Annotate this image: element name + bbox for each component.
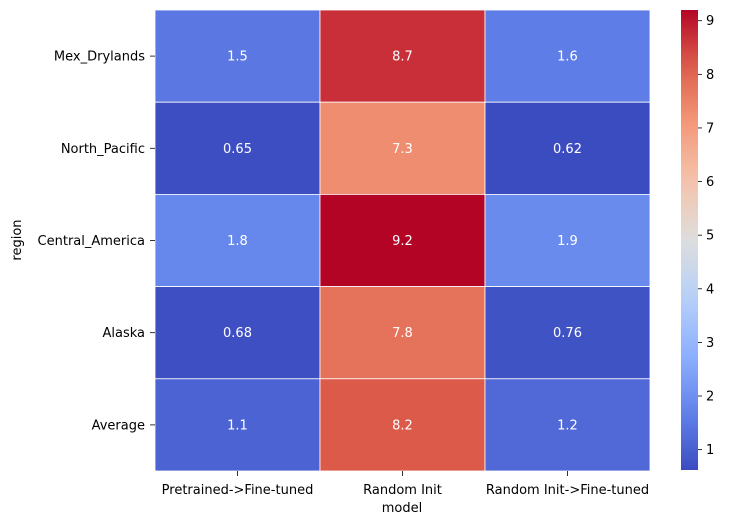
x-tick-label: Random Init bbox=[363, 483, 442, 498]
cell-value-label: 8.2 bbox=[392, 418, 413, 433]
cell-value-label: 0.62 bbox=[553, 142, 582, 157]
y-tick-label: Central_America bbox=[38, 234, 145, 249]
colorbar-tick-label: 6 bbox=[706, 175, 714, 190]
colorbar-tick-label: 8 bbox=[706, 68, 714, 83]
colorbar: 1 2 3 4 5 6 7 8 9 bbox=[681, 10, 714, 470]
heatmap-cell bbox=[319, 101, 486, 195]
x-tick-label: Random Init->Fine-tuned bbox=[486, 483, 649, 498]
heatmap-cell bbox=[154, 193, 321, 287]
x-tick-label: Pretrained->Fine-tuned bbox=[162, 483, 314, 498]
cell-value-label: 9.2 bbox=[392, 234, 413, 249]
heatmap-cell bbox=[319, 378, 486, 472]
heatmap-cell bbox=[319, 193, 486, 287]
heatmap-cells bbox=[154, 9, 651, 472]
cell-value-label: 1.8 bbox=[227, 234, 248, 249]
y-axis: Mex_Drylands North_Pacific Central_America… bbox=[38, 50, 155, 433]
heatmap-cell bbox=[154, 9, 321, 103]
y-tick-label: Mex_Drylands bbox=[54, 50, 145, 65]
cell-value-label: 1.5 bbox=[227, 50, 248, 65]
colorbar-ticks: 1 2 3 4 5 6 7 8 9 bbox=[698, 14, 714, 458]
colorbar-tick-label: 4 bbox=[706, 282, 714, 297]
colorbar-tick-label: 1 bbox=[706, 443, 714, 458]
colorbar-gradient bbox=[681, 10, 698, 470]
heatmap-cell bbox=[484, 9, 651, 103]
x-axis-title: model bbox=[382, 501, 422, 516]
cell-value-label: 8.7 bbox=[392, 50, 413, 65]
colorbar-tick-label: 2 bbox=[706, 390, 714, 405]
y-tick-label: North_Pacific bbox=[61, 142, 145, 157]
cell-value-label: 7.8 bbox=[392, 326, 413, 341]
heatmap-cell bbox=[484, 378, 651, 472]
y-axis-title: region bbox=[10, 219, 25, 260]
heatmap-cell bbox=[154, 286, 321, 380]
cell-value-label: 1.2 bbox=[557, 418, 578, 433]
heatmap-cell bbox=[154, 101, 321, 195]
colorbar-tick-label: 5 bbox=[706, 229, 714, 244]
cell-value-label: 7.3 bbox=[392, 142, 413, 157]
y-tick-label: Average bbox=[92, 418, 145, 433]
colorbar-tick-label: 9 bbox=[706, 14, 714, 29]
heatmap-cell bbox=[154, 378, 321, 472]
y-tick-label: Alaska bbox=[102, 326, 145, 341]
cell-value-label: 0.68 bbox=[223, 326, 252, 341]
heatmap-cell bbox=[319, 9, 486, 103]
colorbar-tick-label: 3 bbox=[706, 336, 714, 351]
cell-value-label: 0.76 bbox=[553, 326, 582, 341]
cell-value-label: 1.6 bbox=[557, 50, 578, 65]
heatmap-cell bbox=[484, 101, 651, 195]
x-axis: Pretrained->Fine-tuned Random Init Random … bbox=[162, 471, 649, 498]
cell-value-label: 0.65 bbox=[223, 142, 252, 157]
cell-value-label: 1.9 bbox=[557, 234, 578, 249]
colorbar-tick-label: 7 bbox=[706, 121, 714, 136]
cell-value-label: 1.1 bbox=[227, 418, 248, 433]
heatmap-annotations: 1.5 8.7 1.6 0.65 7.3 0.62 1.8 9.2 1.9 0.68 7.8 0.76… bbox=[223, 50, 582, 434]
heatmap-cell bbox=[484, 286, 651, 380]
